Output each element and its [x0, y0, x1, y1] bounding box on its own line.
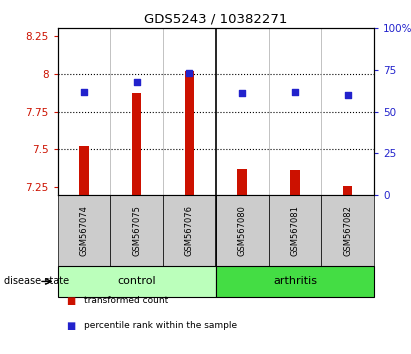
Text: GSM567081: GSM567081	[291, 205, 299, 256]
Bar	[132, 93, 141, 195]
Bar	[58, 266, 216, 297]
Bar	[268, 195, 321, 266]
Text: GSM567082: GSM567082	[343, 205, 352, 256]
Text: GSM567074: GSM567074	[79, 205, 88, 256]
Text: control: control	[118, 276, 156, 286]
Text: disease state: disease state	[4, 276, 69, 286]
Bar	[185, 71, 194, 195]
Point	[186, 70, 193, 76]
Bar	[79, 146, 89, 195]
Bar	[110, 195, 163, 266]
Text: ■: ■	[66, 296, 75, 306]
Point	[239, 90, 245, 96]
Bar	[290, 171, 300, 195]
Text: transformed count: transformed count	[84, 296, 169, 306]
Text: GSM567080: GSM567080	[238, 205, 247, 256]
Bar	[343, 185, 352, 195]
Bar	[58, 195, 110, 266]
Text: GSM567076: GSM567076	[185, 205, 194, 256]
Bar	[216, 195, 268, 266]
Point	[291, 89, 298, 95]
Bar	[163, 195, 216, 266]
Text: percentile rank within the sample: percentile rank within the sample	[84, 321, 238, 330]
Bar	[216, 266, 374, 297]
Text: arthritis: arthritis	[273, 276, 317, 286]
Point	[81, 89, 87, 95]
Text: GSM567075: GSM567075	[132, 205, 141, 256]
Title: GDS5243 / 10382271: GDS5243 / 10382271	[144, 13, 287, 26]
Text: ■: ■	[66, 321, 75, 331]
Point	[344, 92, 351, 98]
Point	[133, 79, 140, 84]
Bar	[238, 169, 247, 195]
Bar	[321, 195, 374, 266]
